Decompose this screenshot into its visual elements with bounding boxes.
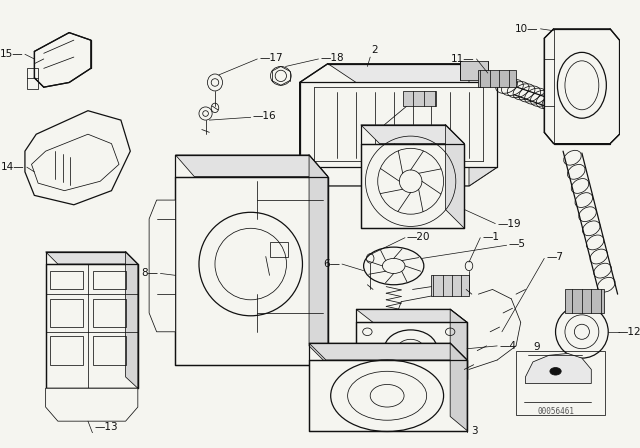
Polygon shape xyxy=(450,309,467,379)
Bar xyxy=(51,336,83,365)
Bar xyxy=(51,299,83,327)
Text: 9: 9 xyxy=(533,342,540,353)
Text: 00056461: 00056461 xyxy=(537,407,574,416)
Text: —17: —17 xyxy=(259,53,283,63)
Polygon shape xyxy=(45,388,138,421)
Text: —19: —19 xyxy=(497,219,521,228)
Text: —18: —18 xyxy=(321,53,344,63)
Polygon shape xyxy=(149,200,175,332)
Text: 2: 2 xyxy=(371,45,378,55)
Text: —7: —7 xyxy=(546,251,563,262)
Bar xyxy=(516,351,605,414)
Polygon shape xyxy=(25,111,131,205)
Text: 15—: 15— xyxy=(0,49,23,59)
Text: 8—: 8— xyxy=(141,268,159,279)
Text: —1: —1 xyxy=(482,232,499,242)
Text: —4: —4 xyxy=(499,341,516,351)
Text: 3: 3 xyxy=(471,426,477,435)
Bar xyxy=(93,336,125,365)
Polygon shape xyxy=(356,323,467,379)
Polygon shape xyxy=(525,353,591,383)
Text: 10—: 10— xyxy=(515,24,539,34)
Polygon shape xyxy=(309,343,467,360)
Polygon shape xyxy=(361,125,464,144)
Bar xyxy=(93,271,125,289)
Polygon shape xyxy=(356,309,467,323)
Bar xyxy=(269,242,289,257)
Polygon shape xyxy=(309,155,328,365)
Polygon shape xyxy=(450,343,467,431)
Text: —5: —5 xyxy=(509,239,525,249)
Polygon shape xyxy=(328,64,497,82)
Text: —20: —20 xyxy=(407,232,430,242)
Bar xyxy=(93,299,125,327)
Text: 11—: 11— xyxy=(451,54,475,64)
Bar xyxy=(27,69,38,89)
Polygon shape xyxy=(35,33,91,87)
Bar xyxy=(478,70,516,87)
Text: 14—: 14— xyxy=(1,162,25,172)
Polygon shape xyxy=(125,252,138,388)
Bar xyxy=(565,289,604,313)
Polygon shape xyxy=(469,64,497,186)
Polygon shape xyxy=(300,82,497,167)
Bar xyxy=(431,276,469,296)
Text: —12: —12 xyxy=(618,327,640,337)
Bar xyxy=(403,91,436,106)
Polygon shape xyxy=(45,252,138,264)
Bar xyxy=(460,61,488,80)
Bar xyxy=(51,271,83,289)
Ellipse shape xyxy=(550,367,561,375)
Polygon shape xyxy=(361,144,464,228)
Polygon shape xyxy=(445,125,464,228)
Polygon shape xyxy=(175,177,328,365)
Polygon shape xyxy=(45,264,138,388)
Text: —16: —16 xyxy=(253,112,276,121)
Polygon shape xyxy=(300,64,497,186)
Text: —13: —13 xyxy=(95,422,118,432)
Polygon shape xyxy=(175,155,328,177)
Polygon shape xyxy=(309,360,467,431)
Polygon shape xyxy=(544,29,620,144)
Text: 6—: 6— xyxy=(323,259,340,269)
